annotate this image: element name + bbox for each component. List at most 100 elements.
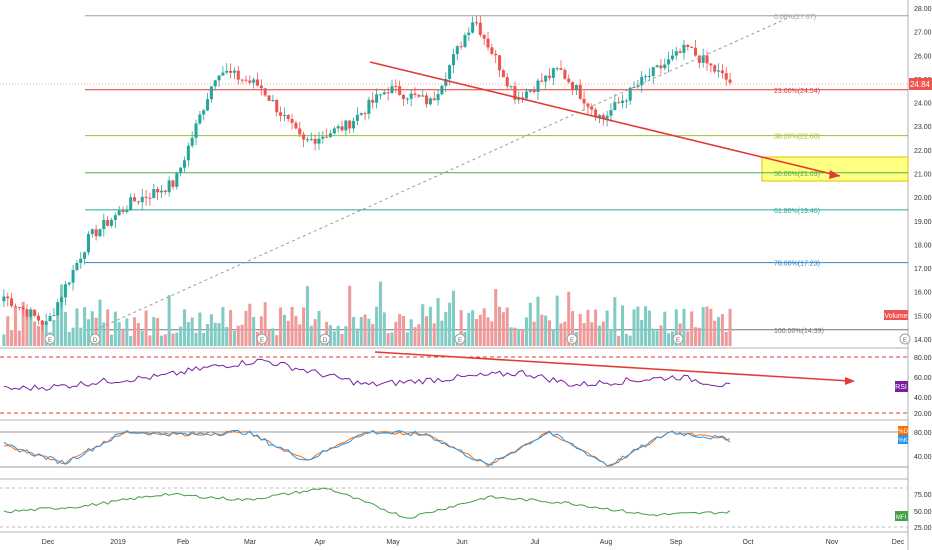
earnings-marker[interactable]: [256, 333, 268, 345]
volume-bar: [182, 309, 187, 346]
candle-body: [405, 98, 409, 100]
candle-body: [509, 86, 513, 88]
stoch-k-line: [3, 429, 731, 467]
candle-body: [171, 180, 175, 187]
candle-body: [486, 38, 490, 48]
candle-body: [186, 145, 190, 161]
price-tick-label: 23.00: [914, 124, 932, 131]
candle-body: [632, 87, 636, 89]
candle-body: [259, 85, 263, 89]
candle-body: [401, 94, 406, 100]
candle-body: [563, 69, 567, 79]
fib-level-label: 23.60%(24.54): [774, 88, 820, 95]
candle-body: [244, 79, 248, 81]
volume-bar: [471, 310, 475, 346]
candle-body: [279, 112, 283, 116]
candle-body: [159, 190, 163, 193]
volume-bar: [194, 332, 198, 346]
candle-body: [94, 229, 98, 237]
volume-bar: [21, 301, 25, 346]
volume-bar: [267, 329, 271, 346]
candle-body: [302, 134, 306, 140]
volume-bar: [40, 322, 44, 346]
volume-bar: [394, 321, 398, 346]
volume-bar: [494, 288, 498, 346]
candle-body: [728, 79, 732, 83]
candle-body: [348, 120, 352, 129]
earnings-marker[interactable]: [44, 333, 56, 345]
candle-body: [724, 73, 728, 80]
rsi-pane: [0, 351, 908, 414]
earnings-marker[interactable]: [899, 333, 911, 345]
volume-bar: [109, 334, 114, 346]
volume-bar: [248, 303, 252, 346]
candle-body: [701, 55, 705, 63]
volume-bar: [728, 308, 732, 346]
mfi-label: MFI: [896, 515, 907, 521]
candle-body: [10, 298, 14, 307]
volume-bar: [417, 324, 421, 346]
candle-body: [417, 94, 421, 97]
volume-bar: [282, 314, 286, 346]
volume-bar: [382, 312, 386, 346]
candle-body: [113, 215, 117, 220]
candle-body: [213, 80, 217, 87]
volume-bar: [302, 307, 306, 346]
candle-body: [709, 63, 713, 66]
candle-body: [436, 94, 440, 101]
candle-body: [102, 219, 106, 230]
dividend-marker[interactable]: [89, 333, 101, 345]
earnings-marker[interactable]: [566, 333, 578, 345]
candle-body: [371, 99, 375, 103]
rsi-trendline[interactable]: [374, 351, 851, 382]
candle-body: [578, 84, 582, 99]
fib-level-label: 78.60%(17.23): [774, 261, 820, 268]
rsi-tick-label: 60.00: [914, 375, 932, 382]
candle-body: [206, 99, 210, 111]
price-trendline-arrow[interactable]: [369, 61, 841, 179]
price-tick-label: 16.00: [914, 290, 932, 297]
volume-bar: [682, 308, 686, 346]
volume-bar: [413, 327, 417, 346]
fib-trend-dashed-line[interactable]: [94, 16, 791, 331]
candle-body: [359, 113, 363, 115]
candle-body: [382, 92, 386, 95]
candle-body: [494, 53, 498, 56]
volume-bar: [275, 335, 279, 346]
volume-bar: [620, 305, 625, 346]
candle-body: [313, 138, 317, 144]
volume-bar: [13, 307, 17, 346]
earnings-marker[interactable]: [672, 333, 684, 345]
candle-body: [532, 89, 536, 92]
candle-body: [451, 54, 455, 66]
candle-body: [363, 113, 367, 115]
candle-body: [2, 296, 6, 302]
candle-body: [378, 94, 382, 96]
volume-bar: [517, 328, 521, 346]
dividend-marker[interactable]: [319, 333, 331, 345]
fibonacci-retracement[interactable]: 0.00%(27.67) 23.60%(24.54) 38.20%(22.60) 50…: [85, 14, 908, 335]
volume-bar: [340, 333, 344, 346]
candle-body: [421, 95, 425, 97]
volume-bar: [644, 306, 648, 346]
volume-bar: [521, 328, 525, 346]
earnings-marker[interactable]: [454, 333, 466, 345]
candle-body: [713, 65, 717, 72]
candle-body: [109, 219, 114, 226]
volume-bar: [486, 317, 490, 346]
volume-bar: [6, 316, 10, 346]
candle-body: [152, 189, 156, 199]
price-axis[interactable]: 28.0027.0026.0025.0024.0023.0022.0021.00…: [914, 6, 932, 344]
candle-body: [263, 88, 267, 96]
volume-bar: [636, 306, 640, 346]
volume-bar: [436, 298, 440, 346]
candle-body: [398, 86, 402, 95]
time-axis[interactable]: Dec 2019 Feb Mar Apr May Jun Jul Aug Sep Oct Nov Dec: [42, 539, 905, 546]
volume-bar: [29, 309, 33, 346]
time-tick-label: Oct: [743, 539, 754, 546]
candle-body: [617, 102, 621, 104]
candle-body: [482, 34, 486, 39]
candle-body: [524, 91, 528, 99]
